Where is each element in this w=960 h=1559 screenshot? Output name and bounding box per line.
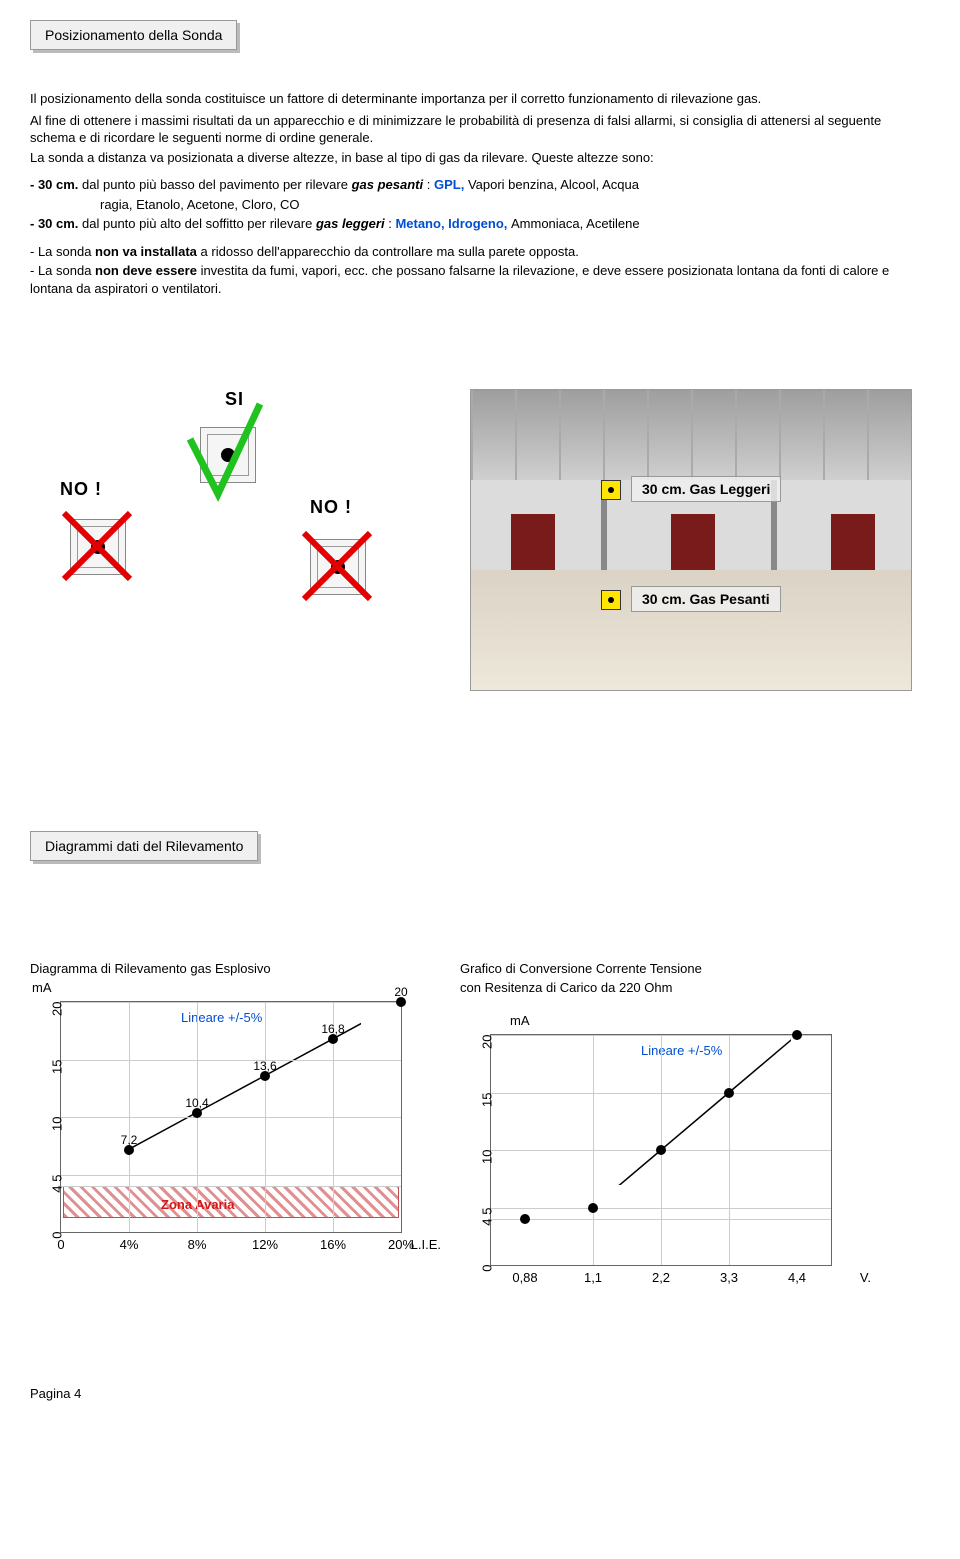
bullet-text: dal punto più basso del pavimento per ri… bbox=[82, 177, 352, 192]
no-label-left: NO ! bbox=[60, 479, 102, 500]
diagram-row: SI NO ! NO ! 30 cm. Gas Leggeri 30 cm. G… bbox=[30, 389, 930, 691]
chart1-ylabel: mA bbox=[32, 980, 420, 995]
metano-idrogeno-label: Metano, Idrogeno, bbox=[395, 216, 511, 231]
chart2-ylabel: mA bbox=[510, 1013, 850, 1028]
rest-text-2: Ammoniaca, Acetilene bbox=[511, 216, 640, 231]
gas-pesanti-label: gas pesanti bbox=[352, 177, 424, 192]
warehouse-label-pesanti: 30 cm. Gas Pesanti bbox=[631, 586, 781, 612]
chart2-title-l1: Grafico di Conversione Corrente Tensione bbox=[460, 961, 850, 976]
colon: : bbox=[427, 177, 434, 192]
chart2-line bbox=[491, 1035, 791, 1185]
note2-a: - La sonda bbox=[30, 263, 95, 278]
sensor-no-left bbox=[70, 519, 126, 575]
no-label-right: NO ! bbox=[310, 497, 352, 518]
sensor-no-right bbox=[310, 539, 366, 595]
warehouse-label-leggeri: 30 cm. Gas Leggeri bbox=[631, 476, 781, 502]
gas-leggeri-label: gas leggeri bbox=[316, 216, 385, 231]
chart2-plot: Lineare +/-5% V. 0451015200,881,12,23,34… bbox=[490, 1034, 832, 1266]
bullet-30cm-leggeri: - 30 cm. dal punto più alto del soffitto… bbox=[30, 215, 930, 233]
si-label: SI bbox=[225, 389, 244, 410]
guidelines-paragraph: Al fine di ottenere i massimi risultati … bbox=[30, 112, 930, 167]
bullet-text-2: dal punto più alto del soffitto per rile… bbox=[82, 216, 316, 231]
bullet-30cm-pesanti: - 30 cm. dal punto più basso del pavimen… bbox=[30, 176, 930, 194]
chart-explosive-gas: Diagramma di Rilevamento gas Esplosivo m… bbox=[30, 961, 420, 1266]
chart-conversion: Grafico di Conversione Corrente Tensione… bbox=[460, 961, 850, 1266]
note2-b: non deve essere bbox=[95, 263, 197, 278]
chart2-xunit: V. bbox=[860, 1270, 871, 1285]
chart1-xunit: L.I.E. bbox=[411, 1237, 441, 1252]
sensor-si bbox=[200, 427, 256, 483]
page-footer: Pagina 4 bbox=[30, 1386, 930, 1401]
section-header-positioning: Posizionamento della Sonda bbox=[30, 20, 237, 50]
rest-text: Vapori benzina, Alcool, Acqua bbox=[468, 177, 639, 192]
chart1-plot: Zona Avaria Lineare +/-5% L.I.E. 0451015… bbox=[60, 1001, 402, 1233]
bullet-pref-2: - 30 cm. bbox=[30, 216, 82, 231]
bullet-30cm-pesanti-line2: ragia, Etanolo, Acetone, Cloro, CO bbox=[100, 196, 930, 214]
bullet-pref: - 30 cm. bbox=[30, 177, 82, 192]
guidelines-b: La sonda a distanza va posizionata a div… bbox=[30, 149, 930, 167]
chart1-line bbox=[61, 1002, 361, 1152]
gpl-label: GPL, bbox=[434, 177, 468, 192]
sensor-marker-bottom bbox=[601, 590, 621, 610]
note-1: - La sonda non va installata a ridosso d… bbox=[30, 243, 930, 261]
note1-c: a ridosso dell'apparecchio da controllar… bbox=[201, 244, 579, 259]
intro-paragraph: Il posizionamento della sonda costituisc… bbox=[30, 90, 930, 108]
warehouse-image: 30 cm. Gas Leggeri 30 cm. Gas Pesanti bbox=[470, 389, 912, 691]
sensor-marker-top bbox=[601, 480, 621, 500]
guidelines-a: Al fine di ottenere i massimi risultati … bbox=[30, 112, 930, 147]
note1-b: non va installata bbox=[95, 244, 197, 259]
si-no-diagram: SI NO ! NO ! bbox=[30, 389, 430, 649]
charts-row: Diagramma di Rilevamento gas Esplosivo m… bbox=[30, 961, 930, 1266]
note1-a: - La sonda bbox=[30, 244, 95, 259]
chart1-title: Diagramma di Rilevamento gas Esplosivo bbox=[30, 961, 420, 976]
intro-text: Il posizionamento della sonda costituisc… bbox=[30, 90, 930, 108]
section-header-diagrams: Diagrammi dati del Rilevamento bbox=[30, 831, 258, 861]
note-2: - La sonda non deve essere investita da … bbox=[30, 262, 930, 297]
chart2-title-l2: con Resitenza di Carico da 220 Ohm bbox=[460, 980, 850, 995]
